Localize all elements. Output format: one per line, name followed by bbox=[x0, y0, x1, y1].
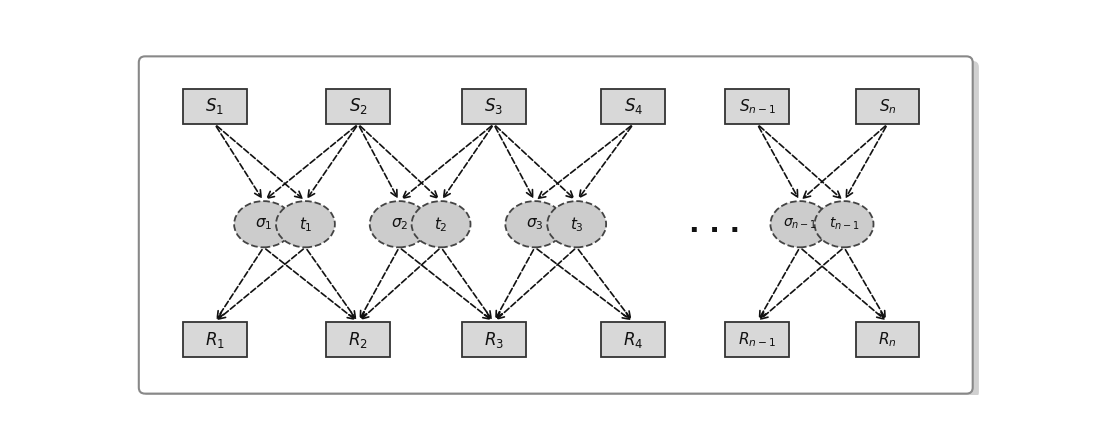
Ellipse shape bbox=[505, 201, 564, 247]
Text: $R_4$: $R_4$ bbox=[624, 330, 643, 350]
Text: $R_3$: $R_3$ bbox=[484, 330, 504, 350]
Ellipse shape bbox=[547, 201, 606, 247]
Text: $t_1$: $t_1$ bbox=[299, 215, 312, 234]
Ellipse shape bbox=[815, 201, 874, 247]
Text: $R_2$: $R_2$ bbox=[348, 330, 368, 350]
FancyBboxPatch shape bbox=[138, 56, 973, 394]
FancyBboxPatch shape bbox=[462, 322, 526, 357]
Text: $t_3$: $t_3$ bbox=[570, 215, 584, 234]
FancyBboxPatch shape bbox=[855, 322, 919, 357]
FancyBboxPatch shape bbox=[462, 89, 526, 124]
FancyBboxPatch shape bbox=[326, 322, 390, 357]
FancyBboxPatch shape bbox=[602, 89, 665, 124]
Text: $S_n$: $S_n$ bbox=[878, 97, 896, 116]
FancyBboxPatch shape bbox=[326, 89, 390, 124]
Text: $R_1$: $R_1$ bbox=[205, 330, 225, 350]
FancyBboxPatch shape bbox=[726, 322, 789, 357]
Text: $\sigma_2$: $\sigma_2$ bbox=[391, 216, 407, 232]
Ellipse shape bbox=[234, 201, 293, 247]
Text: $t_{n-1}$: $t_{n-1}$ bbox=[829, 216, 860, 232]
FancyBboxPatch shape bbox=[726, 89, 789, 124]
Ellipse shape bbox=[412, 201, 471, 247]
Ellipse shape bbox=[771, 201, 829, 247]
Text: $t_2$: $t_2$ bbox=[434, 215, 448, 234]
Text: $S_3$: $S_3$ bbox=[484, 96, 503, 116]
Text: $\sigma_3$: $\sigma_3$ bbox=[526, 216, 544, 232]
Ellipse shape bbox=[276, 201, 335, 247]
FancyBboxPatch shape bbox=[183, 322, 247, 357]
FancyBboxPatch shape bbox=[145, 61, 979, 398]
Text: $R_{n-1}$: $R_{n-1}$ bbox=[738, 330, 776, 349]
Text: $\sigma_1$: $\sigma_1$ bbox=[255, 216, 272, 232]
FancyBboxPatch shape bbox=[183, 89, 247, 124]
Text: $S_4$: $S_4$ bbox=[624, 96, 642, 116]
Text: $\sigma_{n-1}$: $\sigma_{n-1}$ bbox=[783, 217, 817, 231]
Text: $S_2$: $S_2$ bbox=[349, 96, 368, 116]
Ellipse shape bbox=[370, 201, 428, 247]
FancyBboxPatch shape bbox=[855, 89, 919, 124]
FancyBboxPatch shape bbox=[602, 322, 665, 357]
Text: $S_{n-1}$: $S_{n-1}$ bbox=[739, 97, 776, 116]
Text: . . .: . . . bbox=[690, 210, 740, 238]
Text: $R_n$: $R_n$ bbox=[878, 330, 897, 349]
Text: $S_1$: $S_1$ bbox=[205, 96, 224, 116]
